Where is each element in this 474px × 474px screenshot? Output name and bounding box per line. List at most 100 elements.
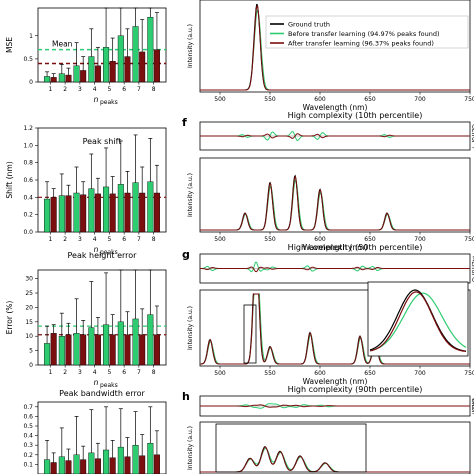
legend-label-before: Before transfer learning (94.97% peaks f… xyxy=(288,30,440,38)
bars3-ytick-label: 0.7 xyxy=(23,404,33,411)
bars2-ytick-label: 15 xyxy=(25,319,33,326)
spec6-xtick-label: 500 xyxy=(214,370,226,377)
bars1-bar-after xyxy=(94,193,101,233)
spec5-error-after xyxy=(200,133,470,139)
bars0-xtick-label: 6 xyxy=(122,86,126,93)
spec6-error-before xyxy=(200,261,470,273)
bars2-xlabel: n xyxy=(94,378,99,387)
spec5-xtick-label: 650 xyxy=(364,236,376,243)
bars2-bar-before xyxy=(73,333,80,366)
bars0-xlabel: n xyxy=(94,95,99,104)
bars3-bar-after xyxy=(50,462,57,474)
spec5-line-before xyxy=(200,178,470,231)
bars2-ytick-label: 20 xyxy=(25,304,33,311)
spec5-error-ytick-label: -0.1 xyxy=(472,144,474,151)
spec6-inset-after xyxy=(369,291,467,352)
bars1-xtick-label: 8 xyxy=(152,236,156,243)
bars0-xtick-label: 3 xyxy=(78,86,82,93)
bars1-bar-before xyxy=(103,186,110,233)
bars0-xtick-label: 1 xyxy=(48,86,52,93)
spec7-ylabel: Intensity (a.u.) xyxy=(187,426,194,470)
spec7-error-after xyxy=(200,404,470,408)
spec5-xtick-label: 600 xyxy=(314,236,326,243)
bars2-ytick-label: 30 xyxy=(25,276,33,283)
bars1-bar-after xyxy=(80,194,87,233)
bars3-bar-after xyxy=(80,459,87,474)
spec5-line-after xyxy=(200,175,470,231)
bars0-bar-before xyxy=(73,65,80,83)
bars2-bar-after xyxy=(94,334,101,366)
spec5-title: High complexity (10th percentile) xyxy=(288,111,423,120)
spec4-ylabel: Intensity (a.u.) xyxy=(187,24,194,68)
bars1-bar-after xyxy=(153,192,160,233)
bars0-bar-after xyxy=(153,49,160,83)
spec6-error-label: Error xyxy=(470,261,474,276)
bars1-bar-after xyxy=(65,195,72,233)
spec6-line-after xyxy=(200,293,470,365)
bars3-ytick-label: 0.1 xyxy=(23,461,33,468)
bars1-ytick-label: 1.0 xyxy=(23,142,33,149)
spec5-line-truth xyxy=(200,174,470,231)
bars3-bar-before xyxy=(44,459,51,474)
bars2-bar-after xyxy=(50,333,57,366)
spec4-xtick-label: 650 xyxy=(364,96,376,103)
spec7-line-before xyxy=(200,447,470,473)
bars2-xtick-label: 1 xyxy=(48,369,52,376)
bars1-bar-before xyxy=(88,188,95,233)
bars0-frame xyxy=(37,7,167,83)
bars3-bar-before xyxy=(58,456,65,474)
spec5-ylabel: Intensity (a.u.) xyxy=(187,173,194,217)
bars1-ytick-label: 1.2 xyxy=(23,125,33,132)
bars2-bar-before xyxy=(44,343,51,366)
bars0-bar-after xyxy=(80,70,87,83)
spec6-xtick-label: 700 xyxy=(414,370,426,377)
bars0-bar-before xyxy=(103,47,110,83)
bars0-bar-before xyxy=(58,73,65,83)
bars2-bar-after xyxy=(153,334,160,366)
spec5-xlabel: Wavelength (nm) xyxy=(303,243,368,252)
bars2-bar-before xyxy=(147,314,154,366)
bars1-xtick-label: 7 xyxy=(137,236,141,243)
bars3-bar-after xyxy=(153,454,160,474)
bars2-xtick-label: 6 xyxy=(122,369,126,376)
bars1-bar-after xyxy=(109,193,116,233)
bars1-bar-before xyxy=(44,198,51,233)
bars2-xtick-label: 3 xyxy=(78,369,82,376)
bars0-ylabel: MSE xyxy=(5,37,14,53)
spec5-xtick-label: 700 xyxy=(414,236,426,243)
bars1-xtick-label: 1 xyxy=(48,236,52,243)
spec6-error-ytick-label: 1 xyxy=(472,256,474,263)
bars0-xtick-label: 8 xyxy=(152,86,156,93)
bars2-title: Peak height error xyxy=(68,251,138,260)
panel-letter-g: g xyxy=(182,248,190,261)
bars1-bar-before xyxy=(132,182,139,233)
bars3-ytick-label: 0.3 xyxy=(23,442,33,449)
bars3-bar-before xyxy=(147,443,154,474)
spec5-frame xyxy=(199,157,471,233)
spec5-xtick-label: 550 xyxy=(264,236,276,243)
bars1-ytick-label: 0.4 xyxy=(23,194,33,201)
bars0-bar-after xyxy=(124,56,131,83)
bars1-xtick-label: 3 xyxy=(78,236,82,243)
bars1-xlabel: n xyxy=(94,245,99,254)
bars2-ytick-label: 10 xyxy=(25,333,33,340)
legend-box xyxy=(265,15,469,49)
bars1-ytick-label: 0.2 xyxy=(23,212,33,219)
bars3-bar-before xyxy=(103,449,110,474)
bars3-ytick-label: 0.4 xyxy=(23,433,33,440)
bars1-ylabel: Shift (nm) xyxy=(5,161,14,198)
bars1-xtick-label: 5 xyxy=(107,236,111,243)
bars0-bar-before xyxy=(147,17,154,83)
bars3-bar-after xyxy=(124,456,131,474)
spec4-xtick-label: 600 xyxy=(314,96,326,103)
bars2-bar-after xyxy=(124,334,131,366)
bars2-xtick-label: 5 xyxy=(107,369,111,376)
bars2-bar-before xyxy=(117,321,124,366)
bars1-bar-before xyxy=(147,181,154,233)
bars2-ytick-label: 0 xyxy=(29,362,33,369)
bars1-bar-after xyxy=(139,192,146,233)
bars0-bar-after xyxy=(139,51,146,83)
spec5-xtick-label: 500 xyxy=(214,236,226,243)
spec4-xtick-label: 500 xyxy=(214,96,226,103)
